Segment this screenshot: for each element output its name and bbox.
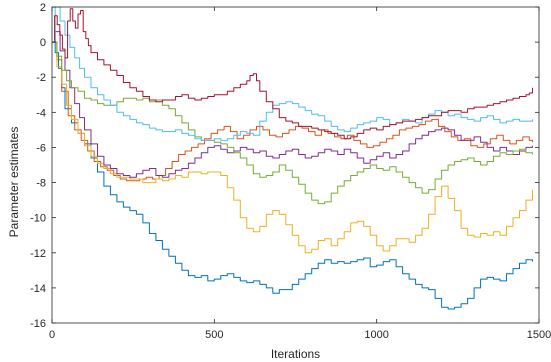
x-tick-label: 500	[205, 329, 223, 341]
y-tick-label: -6	[36, 142, 46, 154]
axes-layer: 0 500 1000 1500 -16 -14 -12 -10 -8 -6 -4 -2 0 2	[30, 2, 551, 341]
series-line-5	[52, 41, 533, 205]
y-tick-label: -4	[36, 107, 46, 119]
y-tick-label: -2	[36, 72, 46, 84]
series-line-6	[52, 6, 533, 141]
y-tick-label: -8	[36, 178, 46, 190]
x-tick-label: 1500	[527, 329, 551, 341]
y-tick-label: 0	[40, 37, 46, 49]
series-line-4	[52, 31, 533, 178]
x-tick-label: 0	[49, 329, 55, 341]
plot-frame	[51, 6, 540, 324]
y-tick-label: -14	[30, 283, 46, 295]
series-layer	[52, 6, 533, 310]
y-tick-label: -12	[30, 248, 46, 260]
y-tick-label: 2	[40, 2, 46, 14]
x-axis-label: Iterations	[271, 347, 320, 361]
y-tick-label: -10	[30, 213, 46, 225]
x-tick-label: 1000	[364, 329, 388, 341]
series-line-7	[52, 8, 533, 140]
y-axis-label: Parameter estimates	[7, 127, 21, 238]
series-line-2	[52, 41, 533, 182]
series-line-1	[52, 41, 533, 310]
y-tick-label: -16	[30, 318, 46, 330]
